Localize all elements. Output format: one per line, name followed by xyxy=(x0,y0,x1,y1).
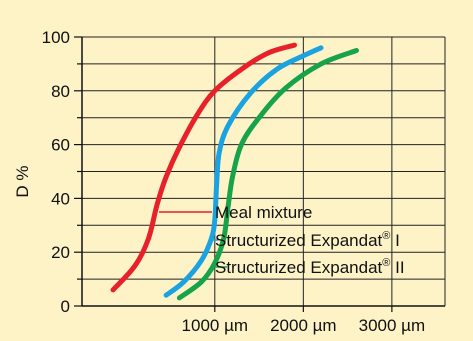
x-tick-label-3000: 3000 µm xyxy=(359,316,426,335)
y-tick-label-20: 20 xyxy=(51,243,70,262)
grid xyxy=(82,36,446,306)
legend-label-3: Structurized Expandat® II xyxy=(215,257,405,277)
tick-labels: 0 20 40 60 80 100 1000 µm 2000 µm 3000 µm D % xyxy=(13,28,425,335)
series-lines xyxy=(110,42,359,301)
series-line-2 xyxy=(163,45,324,298)
series-line-1 xyxy=(110,42,297,293)
y-tick-label-40: 40 xyxy=(51,189,70,208)
x-tick-label-2000: 2000 µm xyxy=(270,316,337,335)
y-tick-label-100: 100 xyxy=(42,28,70,47)
axes xyxy=(74,36,445,312)
legend-label-1: Meal mixture xyxy=(215,203,312,222)
y-tick-label-60: 60 xyxy=(51,136,70,155)
y-tick-label-80: 80 xyxy=(51,82,70,101)
legend: Meal mixture Structurized Expandat® I Stru… xyxy=(159,203,405,277)
y-tick-label-0: 0 xyxy=(61,297,70,316)
legend-label-2: Structurized Expandat® I xyxy=(215,230,400,250)
x-tick-label-1000: 1000 µm xyxy=(182,316,249,335)
y-axis-title: D % xyxy=(13,165,32,197)
series-line-3 xyxy=(176,48,359,301)
